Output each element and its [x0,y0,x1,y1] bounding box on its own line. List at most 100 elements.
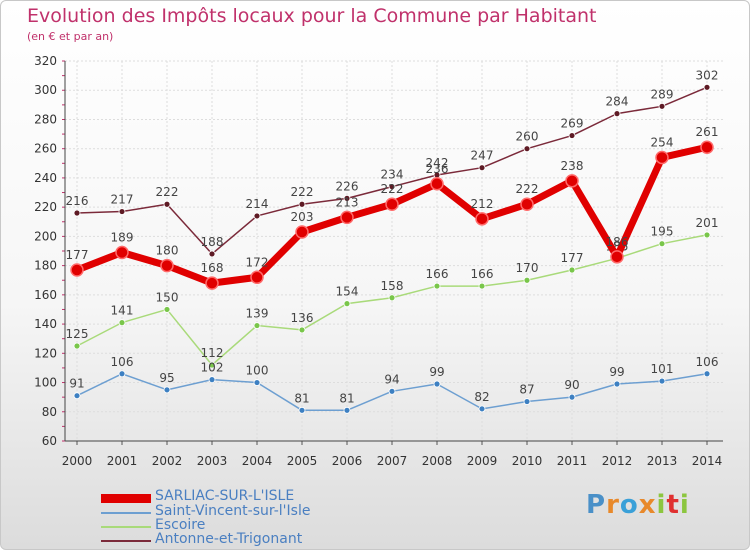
x-tick-label: 2005 [287,454,318,468]
data-label-sarliac-sur-l-isle: 254 [651,135,674,149]
y-tick-label: 60 [42,434,57,448]
x-tick-label: 2013 [647,454,678,468]
y-tick-label: 300 [34,83,57,97]
y-tick-label: 120 [34,346,57,360]
y-tick-label: 260 [34,142,57,156]
data-point-saint-vincent-sur-l-isle [343,406,351,414]
data-label-sarliac-sur-l-isle: 222 [381,182,404,196]
legend-swatch-saint-vincent [101,512,151,514]
data-point-sarliac-sur-l-isle [70,263,84,277]
data-point-sarliac-sur-l-isle [115,245,129,260]
data-label-antonne-et-trigonant: 284 [606,95,629,109]
data-label-sarliac-sur-l-isle: 222 [516,182,539,196]
data-point-sarliac-sur-l-isle [700,140,714,154]
x-tick-label: 2007 [377,454,408,468]
x-tick-label: 2012 [602,454,633,468]
data-label-antonne-et-trigonant: 260 [516,130,539,144]
logo-letter: i [656,490,667,520]
data-point-escoire [118,319,126,327]
logo-letter: x [638,490,657,520]
data-point-sarliac-sur-l-isle [520,197,534,211]
data-label-antonne-et-trigonant: 234 [381,168,404,182]
data-point-saint-vincent-sur-l-isle [298,406,306,414]
data-label-saint-vincent-sur-l-isle: 101 [651,362,674,376]
chart-subtitle: (en € et par an) [27,30,114,43]
data-label-saint-vincent-sur-l-isle: 102 [201,361,224,375]
data-label-escoire: 158 [381,279,404,293]
data-label-saint-vincent-sur-l-isle: 99 [429,365,444,379]
data-point-saint-vincent-sur-l-isle [478,405,486,413]
data-point-escoire [658,240,666,248]
data-label-escoire: 166 [471,267,494,281]
y-tick-label: 100 [34,376,57,390]
data-point-antonne-et-trigonant [343,194,351,202]
data-point-sarliac-sur-l-isle [295,225,309,239]
y-tick-label: 240 [34,171,57,185]
data-label-sarliac-sur-l-isle: 186 [606,235,629,249]
data-point-saint-vincent-sur-l-isle [523,398,531,405]
data-point-saint-vincent-sur-l-isle [703,370,711,378]
data-label-antonne-et-trigonant: 188 [201,235,224,249]
data-label-escoire: 141 [111,304,134,318]
data-point-antonne-et-trigonant [658,102,666,110]
data-point-antonne-et-trigonant [478,164,486,172]
legend-swatch-antonne [101,540,151,542]
data-label-saint-vincent-sur-l-isle: 81 [339,391,354,405]
data-label-escoire: 154 [336,285,359,299]
data-point-saint-vincent-sur-l-isle [163,386,171,394]
legend-swatch-sarliac [101,494,151,503]
data-label-sarliac-sur-l-isle: 261 [696,125,719,139]
data-point-antonne-et-trigonant [253,212,261,220]
data-label-saint-vincent-sur-l-isle: 91 [69,377,84,391]
data-point-antonne-et-trigonant [163,200,171,208]
data-point-sarliac-sur-l-isle [565,174,579,188]
x-tick-label: 2014 [692,454,723,468]
data-label-saint-vincent-sur-l-isle: 90 [564,378,579,392]
data-point-escoire [703,231,711,239]
data-label-sarliac-sur-l-isle: 236 [426,162,449,176]
x-tick-label: 2008 [422,454,453,468]
data-label-escoire: 195 [651,225,674,239]
data-label-antonne-et-trigonant: 289 [651,87,674,101]
data-label-antonne-et-trigonant: 226 [336,179,359,193]
data-label-escoire: 136 [291,311,314,325]
data-label-antonne-et-trigonant: 302 [696,68,719,82]
y-tick-label: 280 [34,112,57,126]
data-point-saint-vincent-sur-l-isle [433,380,441,388]
data-point-sarliac-sur-l-isle [655,150,669,165]
x-tick-label: 2002 [152,454,183,468]
logo-letter: r [606,490,620,520]
data-label-antonne-et-trigonant: 242 [426,156,449,170]
y-tick-label: 320 [34,54,57,68]
legend-swatch-escoire [101,526,151,528]
data-point-escoire [433,282,441,290]
data-label-saint-vincent-sur-l-isle: 106 [111,355,134,369]
data-label-sarliac-sur-l-isle: 172 [246,255,269,269]
y-tick-label: 160 [34,288,57,302]
data-point-saint-vincent-sur-l-isle [208,376,216,384]
data-point-escoire [568,266,576,274]
data-point-antonne-et-trigonant [568,132,576,139]
logo-letter: o [619,490,639,520]
proxiti-logo: Proxiti [586,490,690,520]
data-point-sarliac-sur-l-isle [385,197,399,211]
data-label-antonne-et-trigonant: 247 [471,149,494,163]
x-tick-label: 2006 [332,454,363,468]
data-point-sarliac-sur-l-isle [475,212,489,226]
data-point-sarliac-sur-l-isle [430,177,444,191]
legend-label-sarliac: SARLIAC-SUR-L'ISLE [155,488,295,504]
data-point-sarliac-sur-l-isle [250,270,264,285]
data-label-sarliac-sur-l-isle: 213 [336,195,359,209]
data-label-sarliac-sur-l-isle: 203 [291,210,314,224]
data-label-saint-vincent-sur-l-isle: 82 [474,390,489,404]
data-label-saint-vincent-sur-l-isle: 94 [384,372,399,386]
y-tick-label: 220 [34,200,57,214]
data-label-saint-vincent-sur-l-isle: 99 [609,365,624,379]
data-point-escoire [478,282,486,290]
data-point-escoire [343,300,351,308]
data-point-escoire [388,294,396,302]
data-label-escoire: 150 [156,290,179,304]
legend-label-saint-vincent: Saint-Vincent-sur-l'Isle [155,503,311,519]
data-point-escoire [253,322,261,329]
data-point-escoire [208,361,216,369]
